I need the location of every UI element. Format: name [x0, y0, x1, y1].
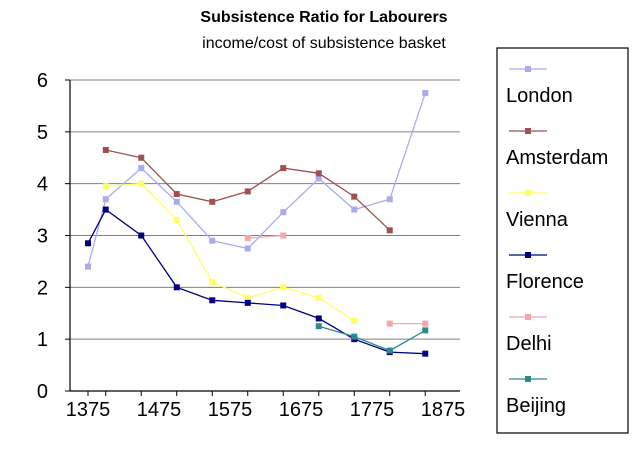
x-tick-label-1: 1475: [137, 399, 182, 421]
data-point-florence-1650: [280, 302, 287, 309]
x-tick-label-3: 1675: [279, 399, 324, 421]
legend-box: [496, 47, 629, 434]
x-tick-label-5: 1875: [421, 399, 466, 421]
data-point-amsterdam-1650: [280, 165, 287, 172]
data-point-florence-1550: [209, 297, 216, 304]
data-point-vienna-1550: [209, 279, 216, 286]
data-point-vienna-1400: [102, 183, 109, 190]
x-tick-label-4: 1775: [350, 399, 395, 421]
data-point-amsterdam-1600: [244, 188, 251, 195]
data-point-florence-1700: [315, 315, 322, 322]
y-tick-label-6: 6: [37, 70, 48, 92]
data-point-london-1400: [102, 196, 109, 203]
data-point-beijing-1700: [315, 323, 322, 330]
data-point-london-1600: [244, 245, 251, 252]
legend-label-vienna: Vienna: [506, 209, 569, 231]
data-point-london-1500: [173, 198, 180, 205]
data-point-london-1750: [351, 206, 358, 213]
data-point-vienna-1750: [351, 318, 358, 325]
y-tick-label-2: 2: [37, 277, 48, 299]
plot-area: 0 1 2 3 4 5 6 1375 1475 1575 1675 1775 1875: [37, 70, 465, 421]
data-point-amsterdam-1550: [209, 198, 216, 205]
legend-marker-amsterdam: [525, 128, 531, 134]
y-tick-label-5: 5: [37, 122, 48, 144]
data-point-amsterdam-1750: [351, 193, 358, 200]
legend-marker-delhi: [525, 314, 531, 320]
y-tick-label-0: 0: [37, 381, 48, 403]
data-point-london-1650: [280, 209, 287, 216]
legend-marker-beijing: [525, 376, 531, 382]
data-point-florence-1500: [173, 284, 180, 291]
data-point-delhi-1600: [244, 235, 251, 242]
legend-label-beijing: Beijing: [506, 395, 566, 417]
data-point-london-1700: [315, 175, 322, 182]
legend-label-london: London: [506, 85, 573, 107]
data-point-delhi-1850: [422, 320, 429, 327]
legend: London Amsterdam Vienna Florence Delhi Beijin…: [506, 66, 608, 417]
data-point-amsterdam-1700: [315, 170, 322, 177]
legend-label-florence: Florence: [506, 271, 584, 293]
data-point-london-1550: [209, 237, 216, 244]
legend-marker-london: [525, 66, 531, 72]
data-point-delhi-1650: [280, 232, 287, 239]
y-tick-label-3: 3: [37, 226, 48, 248]
legend-label-amsterdam: Amsterdam: [506, 147, 608, 169]
data-point-delhi-1800: [386, 320, 393, 327]
y-tick-label-4: 4: [37, 174, 48, 196]
data-point-florence-1850: [422, 350, 429, 357]
data-point-amsterdam-1800: [386, 227, 393, 234]
series-line-london: [87, 92, 426, 267]
legend-marker-florence: [525, 252, 531, 258]
data-point-london-1800: [386, 196, 393, 203]
data-point-florence-1375: [85, 240, 91, 247]
x-tick-label-2: 1575: [208, 399, 253, 421]
series-line-beijing: [318, 325, 426, 352]
legend-label-delhi: Delhi: [506, 333, 552, 355]
data-point-florence-1600: [244, 299, 251, 306]
data-point-amsterdam-1400: [102, 146, 109, 153]
data-point-beijing-1800: [386, 347, 393, 354]
data-point-london-1450: [138, 165, 145, 172]
chart-subtitle: income/cost of subsistence basket: [202, 35, 446, 52]
data-point-beijing-1750: [351, 333, 358, 340]
x-tick-label-0: 1375: [66, 399, 111, 421]
data-point-vienna-1700: [315, 294, 322, 301]
series-line-florence: [87, 208, 426, 355]
data-point-london-1850: [422, 89, 429, 96]
data-point-vienna-1650: [280, 284, 287, 291]
data-point-vienna-1500: [173, 216, 180, 223]
series-line-vienna: [105, 183, 355, 322]
data-point-vienna-1450: [138, 180, 145, 187]
legend-marker-vienna: [525, 190, 531, 196]
data-point-florence-1400: [102, 206, 109, 213]
data-point-london-1375: [85, 263, 91, 270]
data-point-vienna-1600: [244, 294, 251, 301]
data-point-beijing-1850: [422, 327, 429, 334]
data-point-florence-1450: [138, 232, 145, 239]
data-point-amsterdam-1450: [138, 154, 145, 161]
y-tick-label-1: 1: [37, 329, 48, 351]
data-point-amsterdam-1500: [173, 191, 180, 198]
series-line-delhi: [247, 234, 284, 239]
chart-title: Subsistence Ratio for Labourers: [200, 9, 447, 26]
